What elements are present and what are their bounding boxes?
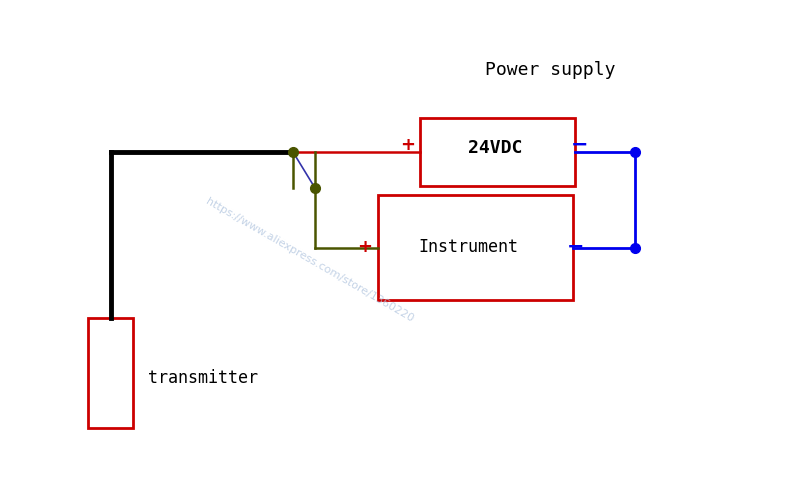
Text: Instrument: Instrument [418, 238, 518, 256]
Text: −: − [567, 237, 585, 257]
Text: transmitter: transmitter [148, 369, 258, 387]
Text: 24VDC: 24VDC [468, 139, 522, 157]
Text: +: + [401, 136, 415, 154]
Bar [378, 195, 573, 300]
Text: https://www.aliexpress.com/store/1360220: https://www.aliexpress.com/store/1360220 [204, 196, 416, 324]
Text: −: − [571, 135, 589, 155]
Text: +: + [358, 238, 373, 256]
Text: Power supply: Power supply [485, 61, 615, 79]
Bar [88, 318, 133, 428]
Bar [420, 118, 575, 186]
